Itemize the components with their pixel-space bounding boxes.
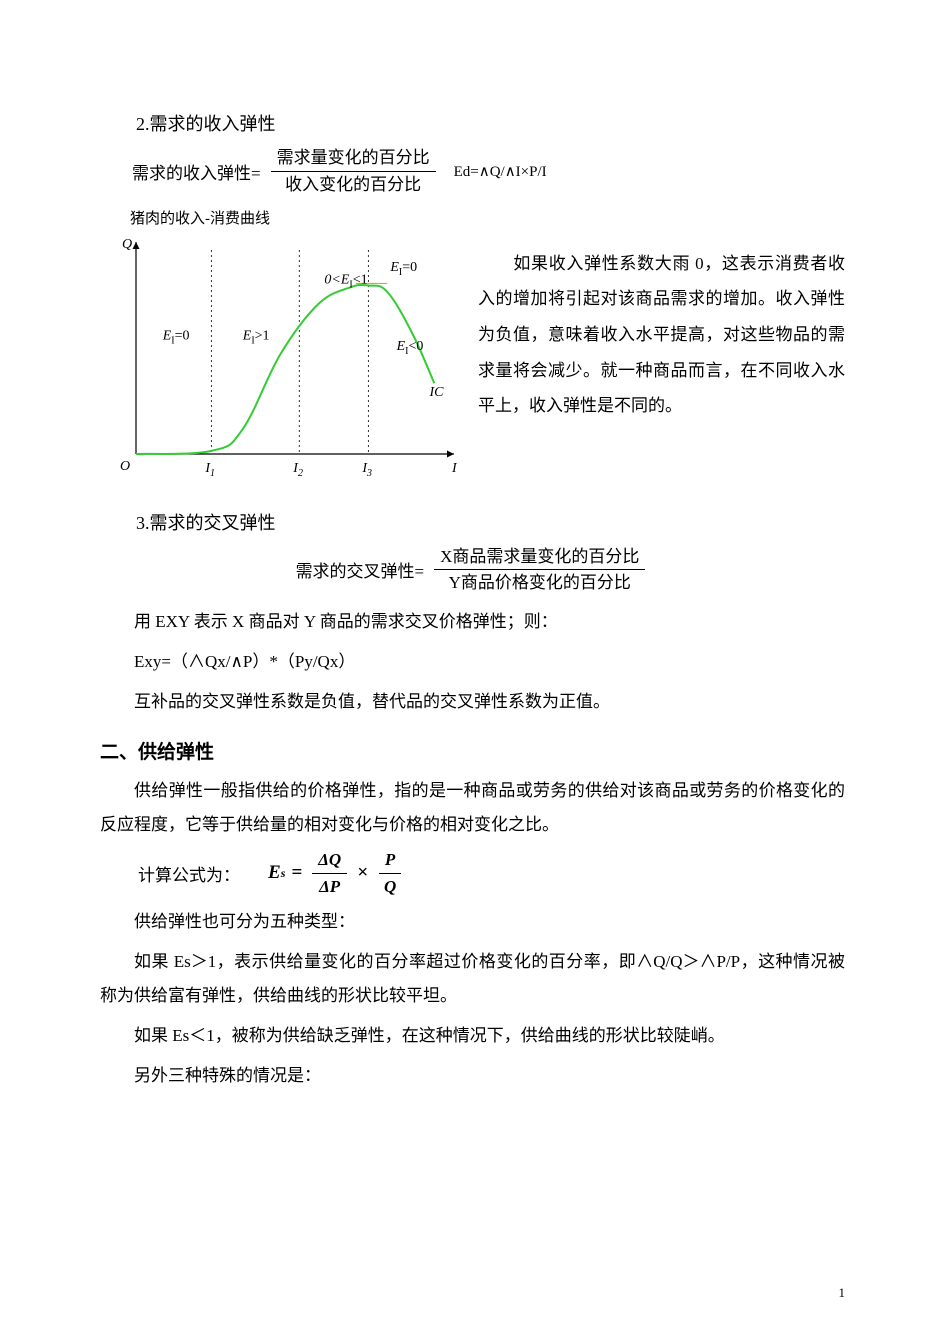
page-number: 1 (839, 1285, 846, 1301)
supply-formula-label: 计算公式为： (138, 861, 240, 886)
formula-label: 需求的交叉弹性= (296, 557, 425, 582)
chart-svg: Q I O I1 I2 I3 EI=0 EI>1 0<EI<1 EI=0 EI<0 IC (100, 236, 460, 486)
section-3-heading: 3.需求的交叉弹性 (100, 509, 845, 535)
side-para-text: 如果收入弹性系数大雨 0，这表示消费者收入的增加将引起对该商品需求的增加。收入弹… (478, 254, 845, 416)
supply-p2: 供给弹性也可分为五种类型： (100, 905, 845, 939)
fraction-denominator: Q (378, 874, 402, 899)
chart-text-row: Q I O I1 I2 I3 EI=0 EI>1 0<EI<1 EI=0 EI<0 IC 如果收入弹性… (100, 236, 845, 491)
fraction-numerator: X商品需求量变化的百分比 (434, 545, 645, 571)
supply-frac1: ΔQ ΔP (312, 848, 347, 899)
svg-text:EI=0: EI=0 (162, 328, 190, 346)
cross-elasticity-p1: 用 EXY 表示 X 商品对 Y 商品的需求交叉价格弹性；则： (100, 605, 845, 639)
section-2-heading: 2.需求的收入弹性 (100, 110, 845, 136)
cross-elasticity-formula: 需求的交叉弹性= X商品需求量变化的百分比 Y商品价格变化的百分比 (100, 545, 845, 596)
fraction-numerator: ΔQ (312, 848, 347, 874)
supply-section-heading: 二、供给弹性 (100, 737, 845, 764)
fraction-denominator: 收入变化的百分比 (279, 172, 427, 197)
svg-text:I3: I3 (361, 461, 372, 479)
fraction-numerator: 需求量变化的百分比 (271, 146, 436, 172)
svg-text:EI=0: EI=0 (389, 260, 417, 278)
chart-caption: 猪肉的收入-消费曲线 (130, 207, 845, 228)
supply-eq: = (291, 862, 302, 884)
fraction-numerator: P (379, 848, 401, 874)
svg-text:EI>1: EI>1 (242, 328, 270, 346)
cross-elasticity-p3: 互补品的交叉弹性系数是负值，替代品的交叉弹性系数为正值。 (100, 685, 845, 719)
svg-text:IC: IC (428, 384, 444, 399)
svg-text:EI<0: EI<0 (396, 339, 424, 357)
svg-text:O: O (120, 459, 130, 474)
supply-frac2: P Q (378, 848, 402, 899)
fraction-denominator: ΔP (313, 874, 346, 899)
income-elasticity-fraction: 需求量变化的百分比 收入变化的百分比 (271, 146, 436, 197)
svg-text:I2: I2 (292, 461, 303, 479)
supply-lhs-sub: s (281, 866, 286, 881)
income-elasticity-explanation: 如果收入弹性系数大雨 0，这表示消费者收入的增加将引起对该商品需求的增加。收入弹… (478, 236, 845, 424)
svg-text:I: I (451, 461, 458, 476)
supply-p4: 如果 Es＜1，被称为供给缺乏弹性，在这种情况下，供给曲线的形状比较陡峭。 (100, 1019, 845, 1053)
fraction-denominator: Y商品价格变化的百分比 (443, 570, 637, 595)
svg-text:Q: Q (122, 237, 132, 252)
supply-lhs: E (268, 862, 281, 884)
cross-elasticity-fraction: X商品需求量变化的百分比 Y商品价格变化的百分比 (434, 545, 645, 596)
supply-p5: 另外三种特殊的情况是： (100, 1059, 845, 1093)
page: 2.需求的收入弹性 需求的收入弹性= 需求量变化的百分比 收入变化的百分比 Ed… (0, 0, 945, 1337)
svg-text:I1: I1 (204, 461, 215, 479)
supply-p1: 供给弹性一般指供给的价格弹性，指的是一种商品或劳务的供给对该商品或劳务的价格变化… (100, 774, 845, 842)
supply-mult: × (357, 862, 368, 884)
cross-elasticity-p2: Exy=（∧Qx/∧P）*（Py/Qx） (100, 645, 845, 679)
svg-text:0<EI<1: 0<EI<1 (324, 272, 367, 290)
supply-elasticity-formula: 计算公式为： Es = ΔQ ΔP × P Q (138, 848, 845, 899)
formula-label: 需求的收入弹性= (132, 159, 261, 184)
income-consumption-chart: Q I O I1 I2 I3 EI=0 EI>1 0<EI<1 EI=0 EI<0 IC (100, 236, 460, 491)
income-elasticity-formula: 需求的收入弹性= 需求量变化的百分比 收入变化的百分比 Ed=∧Q/∧I×P/I (132, 146, 845, 197)
formula-tail: Ed=∧Q/∧I×P/I (454, 162, 547, 181)
supply-p3: 如果 Es＞1，表示供给量变化的百分率超过价格变化的百分率，即∧Q/Q＞∧P/P… (100, 945, 845, 1013)
